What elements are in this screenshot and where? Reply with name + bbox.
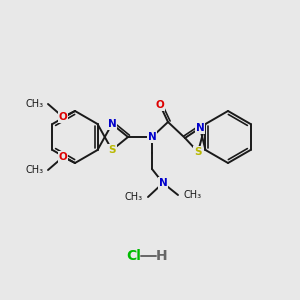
Text: N: N	[148, 132, 156, 142]
Text: CH₃: CH₃	[183, 190, 201, 200]
Text: N: N	[108, 119, 116, 129]
Text: N: N	[159, 178, 167, 188]
Text: S: S	[108, 145, 116, 155]
Text: CH₃: CH₃	[125, 192, 143, 202]
Text: CH₃: CH₃	[26, 165, 44, 175]
Text: CH₃: CH₃	[26, 99, 44, 109]
Text: O: O	[156, 100, 164, 110]
Text: H: H	[156, 249, 168, 263]
Text: N: N	[196, 123, 204, 133]
Text: S: S	[194, 147, 202, 157]
Text: Cl: Cl	[127, 249, 141, 263]
Text: O: O	[58, 152, 68, 162]
Text: O: O	[58, 112, 68, 122]
